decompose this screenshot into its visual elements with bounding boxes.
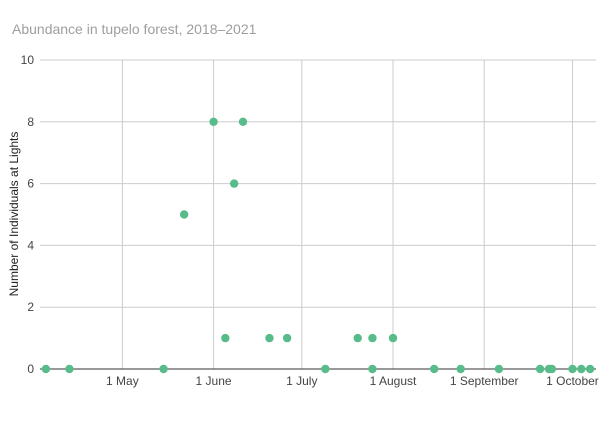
x-tick-label: 1 August [370,374,417,388]
y-tick-label: 10 [21,53,35,67]
x-tick-label: 1 May [106,374,139,388]
data-point [577,364,586,374]
data-point [179,210,189,219]
x-axis: 1 May 1 June 1 July 1 August 1 September 1 Oc… [40,368,599,388]
data-point [353,333,362,343]
data-point [282,333,292,343]
data-point [321,364,330,374]
y-tick-label: 2 [27,300,34,314]
data-point [229,179,239,188]
y-axis-label: Number of Individuals at Lights [7,132,21,297]
data-point [456,364,465,374]
y-tick-label: 0 [27,362,34,376]
horizontal-gridlines [40,59,596,308]
y-axis: 0 2 4 6 8 10 [21,53,35,376]
y-tick-label: 8 [27,115,34,129]
x-tick-label: 1 September [450,374,519,388]
data-point [65,364,74,374]
x-tick-label: 1 June [196,374,232,388]
data-point [159,364,168,374]
data-point [430,364,439,374]
data-point [209,117,218,127]
chart-title: Abundance in tupelo forest, 2018–2021 [12,21,257,37]
data-point [388,333,398,343]
data-points [41,117,595,374]
data-point [368,333,377,343]
data-point [41,364,51,374]
data-point [368,364,377,374]
data-point [547,364,557,374]
data-point [494,364,504,374]
data-point [265,333,274,343]
x-tick-label: 1 October [546,374,599,388]
data-point [568,364,577,374]
y-tick-label: 4 [27,238,34,252]
x-tick-label: 1 July [286,374,317,388]
data-point [585,364,595,374]
data-point [238,117,248,127]
data-point [221,333,230,343]
vertical-gridlines [121,60,573,369]
y-tick-label: 6 [27,177,34,191]
data-point [535,364,545,374]
